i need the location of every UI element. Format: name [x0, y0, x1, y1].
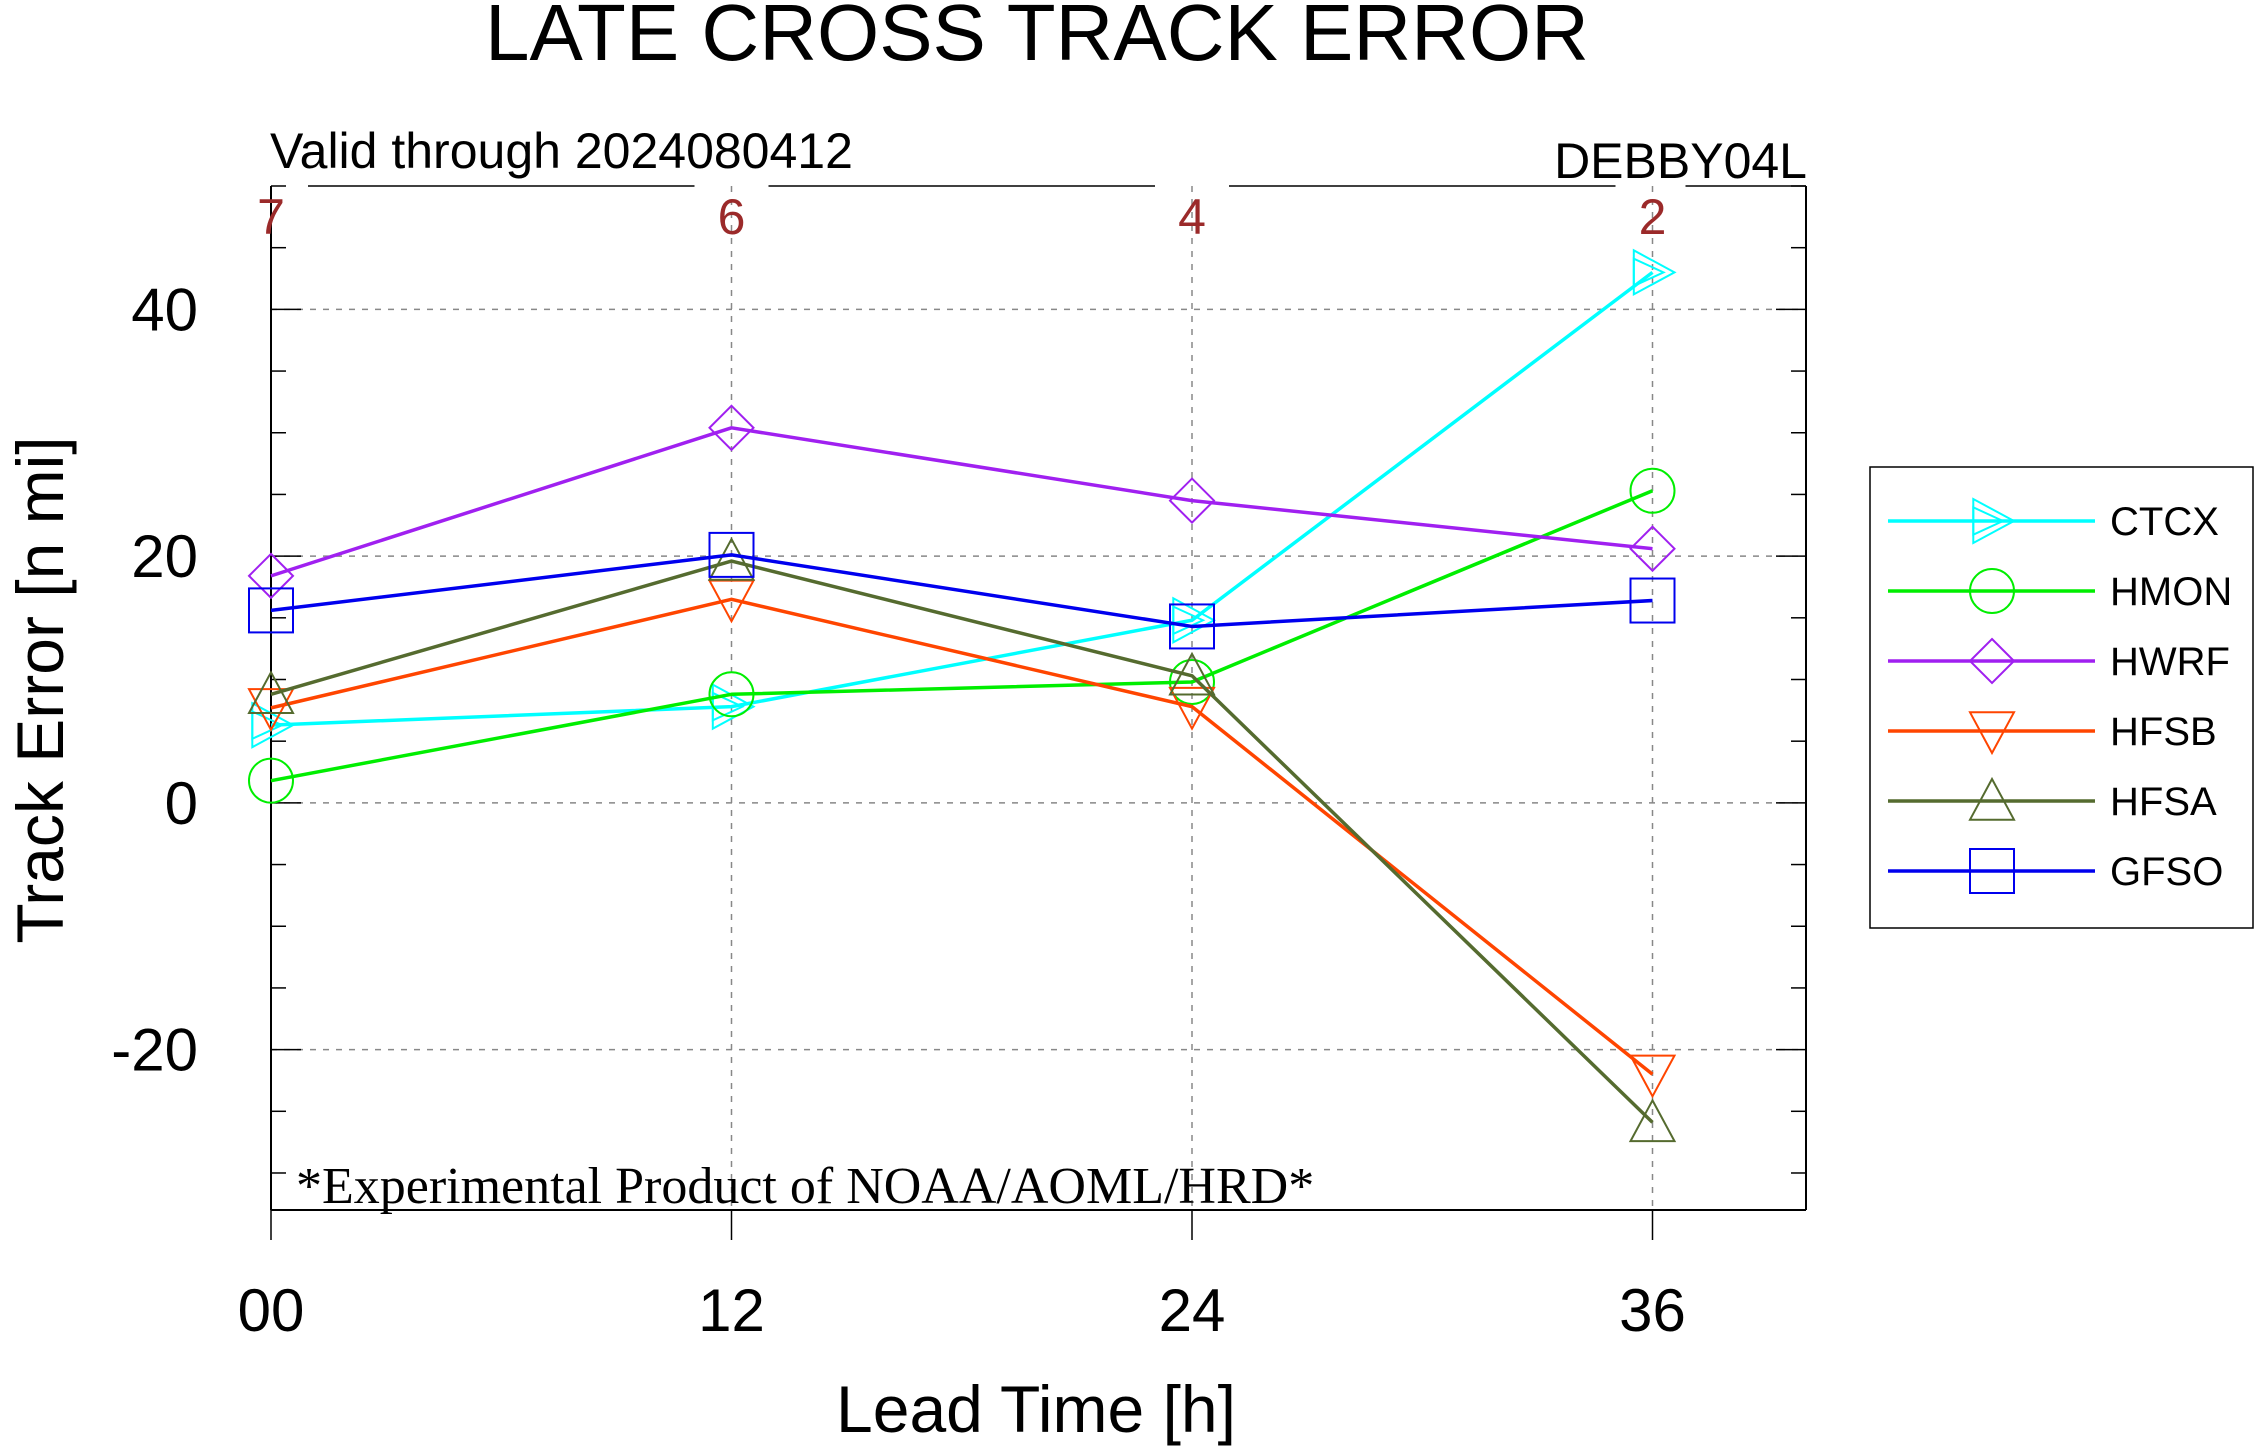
- data-point-gfso: [248, 587, 294, 634]
- y-tick-label: 40: [131, 276, 198, 343]
- y-tick-label: 0: [165, 770, 198, 837]
- case-count-label: 7: [257, 189, 285, 245]
- y-tick-label: -20: [111, 1017, 198, 1084]
- data-point-ctcx: [251, 701, 296, 749]
- data-point-gfso: [1629, 577, 1676, 624]
- legend-label-gfso: GFSO: [2110, 850, 2223, 894]
- data-point-hwrf: [708, 404, 755, 452]
- legend-label-hwrf: HWRF: [2110, 640, 2230, 684]
- data-point-ctcx-inner: [1632, 257, 1666, 288]
- y-axis-label: Track Error [n mi]: [3, 436, 77, 943]
- data-point-hfsb: [1168, 686, 1216, 731]
- data-point-hfsa: [1168, 651, 1216, 696]
- legend-marker-hfsb: [1968, 711, 2016, 756]
- series-line-hwrf: [270, 426, 1653, 578]
- case-count-label: 2: [1639, 189, 1667, 245]
- data-point-hwrf: [1168, 477, 1216, 525]
- series-hfsb: [247, 579, 1677, 1099]
- data-point-gfso: [708, 531, 755, 578]
- data-point-hmon: [1629, 467, 1676, 514]
- series-line-gfso: [270, 553, 1653, 629]
- chart-subtitle-storm: DEBBY04L: [1554, 133, 1807, 189]
- data-point-hfsa: [247, 670, 295, 714]
- legend-label-ctcx: CTCX: [2110, 500, 2219, 544]
- y-tick-label: 20: [131, 523, 198, 590]
- data-point-hfsb: [1628, 1054, 1677, 1099]
- legend-marker-ctcx: [1972, 497, 2017, 545]
- series-hwrf: [247, 404, 1676, 600]
- watermark: *Experimental Product of NOAA/AOML/HRD*: [296, 1158, 1314, 1215]
- series-line-hfsa: [270, 559, 1654, 1124]
- legend-marker-gfso: [1969, 848, 2015, 894]
- x-axis-label: Lead Time [h]: [836, 1372, 1236, 1446]
- data-point-hwrf: [247, 552, 295, 600]
- data-point-gfso: [1169, 603, 1215, 650]
- data-point-hfsa: [707, 536, 756, 581]
- legend: CTCX HMON HWRF HFSB HFSA GFSO: [1869, 466, 2254, 929]
- plot-area: -20 0 20 40 00 12 24 36 7 6 4 2: [111, 185, 1807, 1344]
- case-count-label: 6: [718, 189, 746, 245]
- legend-label-hfsa: HFSA: [2110, 780, 2217, 824]
- series-line-hmon: [270, 489, 1654, 783]
- data-point-hwrf: [1629, 525, 1676, 573]
- legend-box: [1869, 466, 2254, 929]
- series-ctcx: [251, 248, 1677, 749]
- series-line-ctcx: [270, 270, 1654, 727]
- x-tick-label: 12: [698, 1277, 765, 1344]
- series-hfsa: [247, 536, 1677, 1143]
- legend-label-hfsb: HFSB: [2110, 710, 2217, 754]
- x-tick-label: 00: [238, 1277, 305, 1344]
- data-point-ctcx-outer: [1632, 248, 1677, 297]
- data-point-ctcx-inner: [251, 709, 285, 741]
- data-point-hmon: [708, 671, 755, 718]
- case-count-label: 4: [1178, 189, 1206, 245]
- data-point-hmon: [1169, 658, 1215, 705]
- data-point-ctcx: [1632, 248, 1677, 297]
- series-gfso: [248, 531, 1676, 650]
- legend-marker-hwrf: [1968, 637, 2016, 685]
- legend-marker-hmon: [1969, 568, 2015, 614]
- legend-label-hmon: HMON: [2110, 570, 2232, 614]
- legend-marker-ctcx-inner: [1972, 505, 2006, 537]
- x-tick-label: 24: [1159, 1277, 1226, 1344]
- chart-subtitle-valid: Valid through 2024080412: [270, 123, 853, 179]
- chart-title: LATE CROSS TRACK ERROR: [485, 0, 1589, 77]
- series-hmon: [248, 467, 1676, 804]
- data-point-hmon: [248, 757, 294, 804]
- legend-marker-hfsa: [1968, 776, 2016, 821]
- series-line-hfsb: [270, 597, 1654, 1076]
- data-point-hfsa: [1628, 1098, 1677, 1143]
- x-tick-label: 36: [1619, 1277, 1686, 1344]
- data-point-hfsb: [247, 688, 295, 732]
